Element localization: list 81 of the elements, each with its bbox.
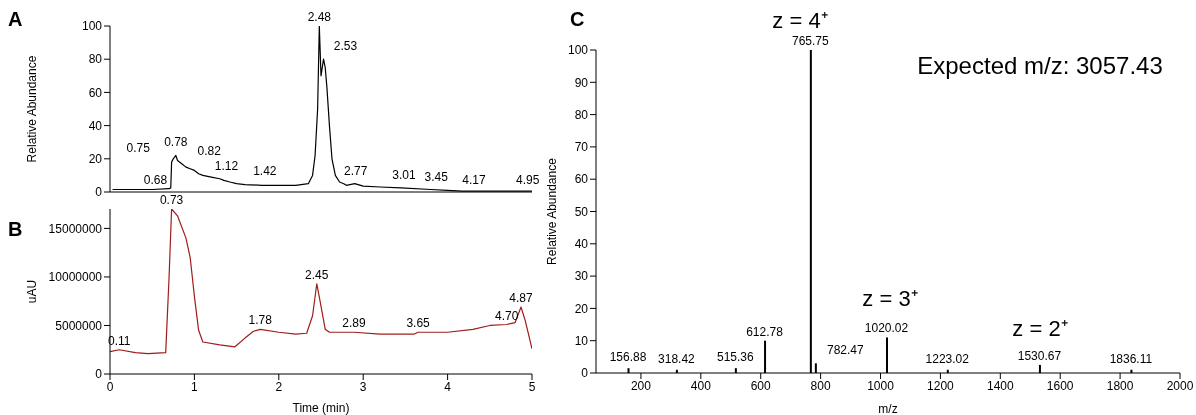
text: B bbox=[8, 218, 23, 241]
annotation: 1.78 bbox=[248, 313, 273, 328]
y-tick-label: 20 bbox=[574, 301, 589, 316]
annotation: 2.89 bbox=[342, 316, 366, 331]
y-tick-label: 80 bbox=[88, 52, 103, 67]
annotation: 1020.02 bbox=[864, 321, 909, 336]
x-tick-label: 0 bbox=[106, 379, 114, 394]
annotation: 765.75 bbox=[792, 34, 830, 48]
annotation: 782.47 bbox=[827, 343, 865, 358]
x-tick-label: 400 bbox=[690, 378, 712, 393]
x-tick-label: 1000 bbox=[867, 378, 895, 393]
x-axis-title: m/z bbox=[878, 402, 898, 415]
y-tick-label: 0 bbox=[95, 367, 103, 382]
y-tick-label: 40 bbox=[574, 237, 589, 252]
text: z = 4⁺ bbox=[772, 7, 828, 34]
annotation: 2.48 bbox=[307, 10, 332, 24]
annotation: 3.45 bbox=[424, 169, 449, 184]
x-tick-label: 2 bbox=[275, 379, 283, 394]
annotation: 2.77 bbox=[344, 163, 368, 178]
annotation: z = 3⁺ bbox=[862, 285, 918, 312]
annotation: 0.75 bbox=[126, 140, 151, 155]
annotation: 318.42 bbox=[658, 351, 696, 366]
annotation: 0.11 bbox=[108, 333, 131, 348]
x-tick-label: 1800 bbox=[1106, 378, 1134, 393]
y-tick-label: 60 bbox=[574, 172, 589, 187]
x-tick-label: 5 bbox=[528, 379, 536, 394]
annotation: 1530.67 bbox=[1017, 348, 1062, 363]
x-tick-label: 2000 bbox=[1166, 378, 1194, 393]
y-tick-label: 20 bbox=[88, 152, 103, 167]
chart-title: C bbox=[570, 8, 585, 31]
y-tick-label: 50 bbox=[574, 204, 589, 219]
y-tick-label: 15000000 bbox=[48, 221, 103, 236]
y-tick-label: 60 bbox=[88, 85, 103, 100]
annotation: 0.73 bbox=[159, 193, 184, 207]
x-tick-label: 1 bbox=[191, 379, 199, 394]
y-tick-label: 70 bbox=[574, 140, 589, 155]
annotation: z = 2⁺ bbox=[1012, 315, 1068, 342]
annotation: 2.45 bbox=[305, 267, 329, 282]
annotation: 2.53 bbox=[333, 39, 358, 54]
annotation: 1836.11 bbox=[1109, 351, 1153, 366]
y-axis-title: Relative Abundance bbox=[25, 55, 40, 163]
x-tick-label: 1200 bbox=[927, 378, 955, 393]
y-tick-label: 100 bbox=[81, 19, 103, 34]
annotation: 1223.02 bbox=[925, 351, 970, 366]
annotation: 4.17 bbox=[462, 173, 486, 188]
y-tick-label: 90 bbox=[574, 75, 589, 90]
y-tick-label: 40 bbox=[88, 118, 103, 133]
x-tick-label: 4 bbox=[444, 379, 452, 394]
annotation: 3.01 bbox=[392, 168, 417, 183]
annotation: 1.12 bbox=[214, 159, 239, 174]
y-tick-label: 5000000 bbox=[55, 318, 103, 333]
x-tick-label: 3 bbox=[359, 379, 367, 394]
x-tick-label: 1400 bbox=[986, 378, 1014, 393]
annotation: 0.68 bbox=[143, 172, 168, 187]
annotation: 3.65 bbox=[406, 316, 431, 331]
x-tick-label: 600 bbox=[750, 378, 772, 393]
y-tick-label: 100 bbox=[567, 43, 589, 58]
y-tick-label: 80 bbox=[574, 107, 589, 122]
y-tick-label: 0 bbox=[581, 366, 589, 381]
y-tick-label: 0 bbox=[95, 185, 103, 200]
line-series bbox=[110, 209, 532, 355]
annotation: 612.78 bbox=[746, 324, 784, 339]
annotation: 4.87 bbox=[509, 291, 534, 306]
chart-title: A bbox=[8, 8, 23, 31]
annotation: 4.95 bbox=[516, 173, 540, 188]
annotation: 4.70 bbox=[495, 308, 519, 323]
y-axis-title: uAU bbox=[25, 279, 40, 304]
y-axis-title: Relative Abundance bbox=[545, 157, 560, 265]
annotation: 0.82 bbox=[197, 144, 222, 159]
x-tick-label: 200 bbox=[630, 378, 652, 393]
annotation: Expected m/z: 3057.43 bbox=[917, 52, 1163, 80]
y-tick-label: 10000000 bbox=[48, 270, 103, 285]
y-tick-label: 30 bbox=[574, 269, 589, 284]
annotation: 1.42 bbox=[253, 164, 277, 179]
annotation: 156.88 bbox=[609, 350, 647, 365]
x-axis-title: Time (min) bbox=[292, 401, 350, 415]
x-tick-label: 1600 bbox=[1046, 378, 1074, 393]
annotation: 515.36 bbox=[717, 350, 755, 365]
annotation: 0.78 bbox=[164, 135, 188, 150]
x-tick-label: 800 bbox=[810, 378, 831, 393]
y-tick-label: 10 bbox=[574, 333, 589, 348]
